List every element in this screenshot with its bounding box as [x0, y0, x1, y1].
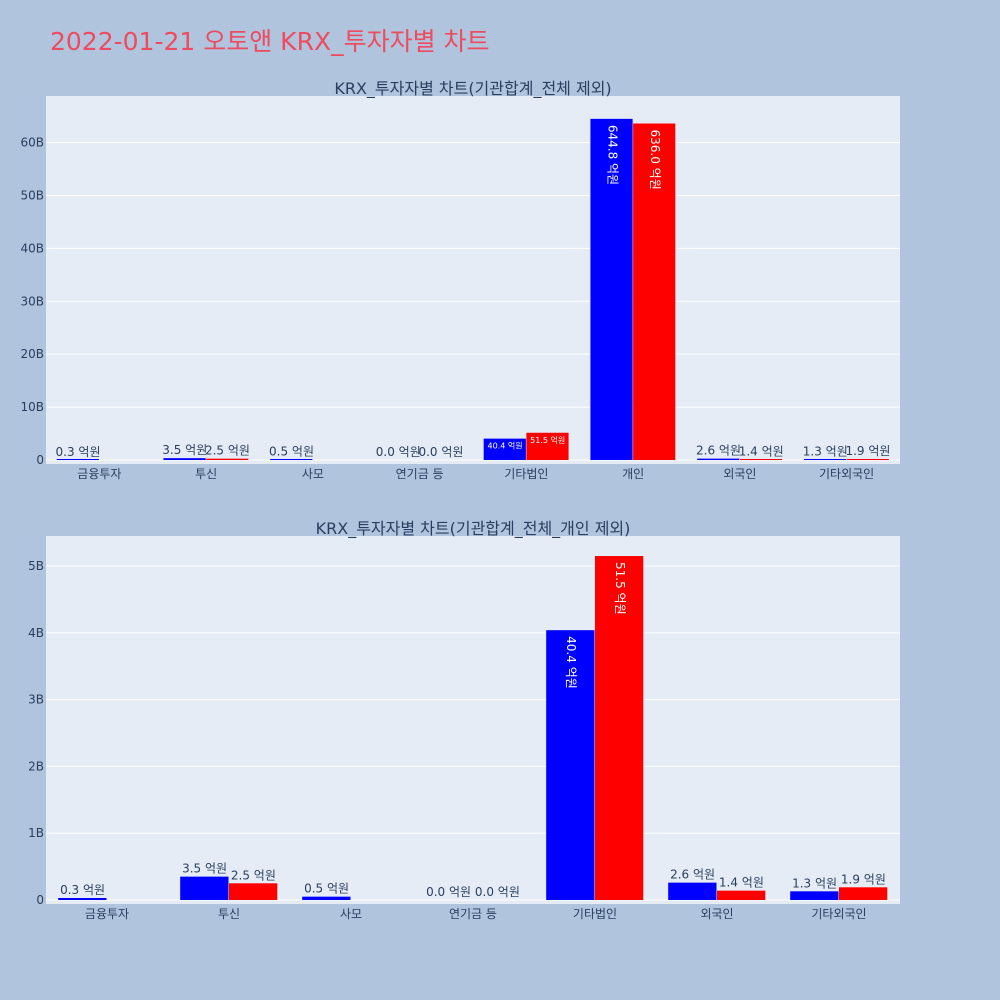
- y-tick-label: 50B: [20, 188, 44, 202]
- chart-title: KRX_투자자별 차트(기관합계_전체 제외): [334, 79, 611, 99]
- data-label: 0.3 억원: [56, 445, 101, 459]
- y-tick-label: 0: [36, 893, 44, 907]
- data-label: 1.9 억원: [845, 444, 890, 458]
- bar: [633, 123, 676, 460]
- chart-1: 0 10B 20B 30B 40B 50B 60B KRX_투자자별 차트(기관합계_전체 제…: [20, 79, 900, 481]
- x-tick-label: 금융투자: [77, 467, 121, 481]
- data-label: 3.5 억원: [162, 443, 207, 457]
- x-tick-label: 기타외국인: [811, 907, 866, 921]
- bar: [595, 556, 644, 900]
- data-label: 1.3 억원: [803, 444, 848, 458]
- y-tick-label: 4B: [28, 626, 44, 640]
- data-label: 2.5 억원: [231, 868, 276, 882]
- bar: [206, 458, 249, 460]
- x-tick-label: 연기금 등: [449, 907, 497, 921]
- data-label: 1.4 억원: [719, 876, 764, 890]
- bar: [526, 432, 569, 460]
- y-tick-label: 0: [36, 453, 44, 467]
- bar: [180, 876, 229, 900]
- bar: [846, 458, 889, 460]
- data-label: 0.0 억원: [426, 885, 471, 899]
- bar: [270, 459, 313, 460]
- data-label: 1.4 억원: [739, 444, 784, 458]
- data-label: 0.0 억원: [418, 445, 463, 459]
- bar: [483, 438, 526, 460]
- y-tick-label: 30B: [20, 294, 44, 308]
- y-tick-label: 2B: [28, 759, 44, 773]
- data-label: 0.0 억원: [475, 885, 520, 899]
- data-label: 0.5 억원: [304, 882, 349, 896]
- x-tick-label: 외국인: [700, 907, 733, 921]
- y-tick-label: 20B: [20, 347, 44, 361]
- data-label: 1.3 억원: [792, 876, 837, 890]
- bar: [739, 459, 783, 460]
- bar: [803, 459, 847, 460]
- y-tick-label: 40B: [20, 241, 44, 255]
- data-label: 0.5 억원: [269, 445, 314, 459]
- data-label: 1.9 억원: [841, 872, 886, 886]
- data-label: 40.4 억원: [487, 441, 522, 451]
- y-tick-label: 1B: [28, 826, 44, 840]
- bar: [546, 630, 595, 900]
- x-tick-label: 기타법인: [573, 907, 617, 921]
- bar: [58, 897, 107, 900]
- y-tick-label: 3B: [28, 693, 44, 707]
- plot-area: [46, 536, 900, 904]
- data-label: 40.4 억원: [564, 636, 578, 689]
- bar: [590, 118, 633, 461]
- bar: [697, 458, 740, 460]
- x-tick-label: 사모: [340, 907, 362, 921]
- bar: [302, 896, 351, 900]
- y-tick-label: 60B: [20, 136, 44, 150]
- x-tick-label: 투신: [218, 907, 240, 921]
- x-tick-label: 투신: [195, 467, 217, 481]
- data-label: 636.0 억원: [648, 130, 662, 190]
- chart-2: 0 1B 2B 3B 4B 5B KRX_투자자별 차트(기관합계_전체_개인 제외) 금융투…: [28, 519, 900, 921]
- data-label: 2.6 억원: [696, 444, 741, 458]
- x-tick-label: 기타외국인: [819, 467, 874, 481]
- bar: [56, 459, 99, 460]
- chart-title: KRX_투자자별 차트(기관합계_전체_개인 제외): [316, 519, 631, 539]
- data-label: 3.5 억원: [182, 862, 227, 876]
- data-label: 51.5 억원: [613, 562, 627, 615]
- data-label: 2.6 억원: [670, 868, 715, 882]
- data-label: 644.8 억원: [605, 125, 619, 185]
- y-tick-label: 10B: [20, 400, 44, 414]
- bar: [229, 883, 278, 900]
- x-tick-label: 기타법인: [504, 467, 548, 481]
- bar: [839, 887, 888, 900]
- bar: [668, 882, 717, 900]
- x-tick-label: 사모: [302, 467, 324, 481]
- data-label: 0.0 억원: [376, 445, 421, 459]
- x-tick-label: 연기금 등: [396, 467, 444, 481]
- plot-area: [46, 96, 900, 464]
- x-tick-label: 금융투자: [85, 907, 129, 921]
- data-label: 51.5 억원: [530, 435, 565, 445]
- bar: [163, 458, 206, 460]
- bar: [790, 891, 839, 900]
- x-tick-label: 개인: [622, 467, 644, 481]
- y-tick-label: 5B: [28, 559, 44, 573]
- data-label: 0.3 억원: [60, 883, 105, 897]
- bar: [717, 890, 766, 900]
- data-label: 2.5 억원: [205, 444, 250, 458]
- page-title: 2022-01-21 오토앤 KRX_투자자별 차트: [50, 27, 490, 56]
- x-tick-label: 외국인: [723, 467, 756, 481]
